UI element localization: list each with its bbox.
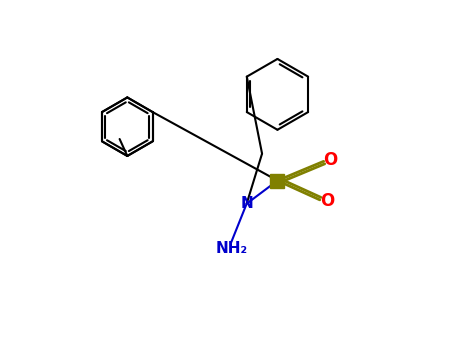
Text: NH₂: NH₂ xyxy=(215,241,248,256)
Text: O: O xyxy=(324,151,338,169)
Text: N: N xyxy=(240,196,253,211)
Text: O: O xyxy=(320,193,334,210)
